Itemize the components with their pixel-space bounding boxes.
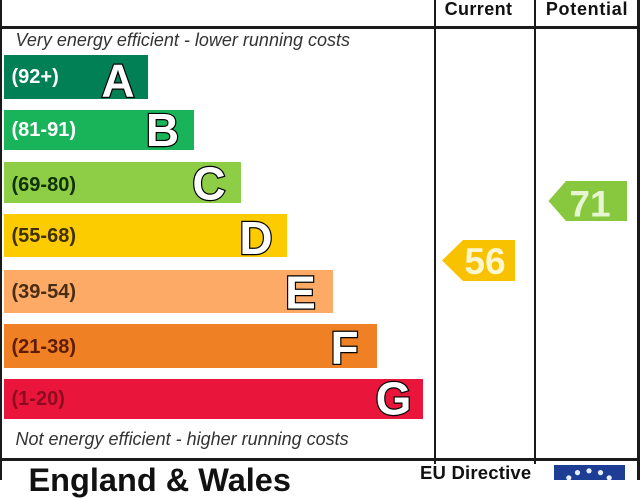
- svg-text:F: F: [330, 322, 358, 374]
- svg-text:56: 56: [464, 241, 505, 282]
- svg-text:B: B: [146, 104, 179, 156]
- svg-text:C: C: [192, 158, 225, 210]
- svg-text:D: D: [239, 212, 272, 264]
- svg-text:71: 71: [569, 184, 610, 225]
- svg-text:E: E: [285, 267, 316, 319]
- svg-text:A: A: [101, 55, 134, 107]
- svg-text:G: G: [376, 373, 412, 425]
